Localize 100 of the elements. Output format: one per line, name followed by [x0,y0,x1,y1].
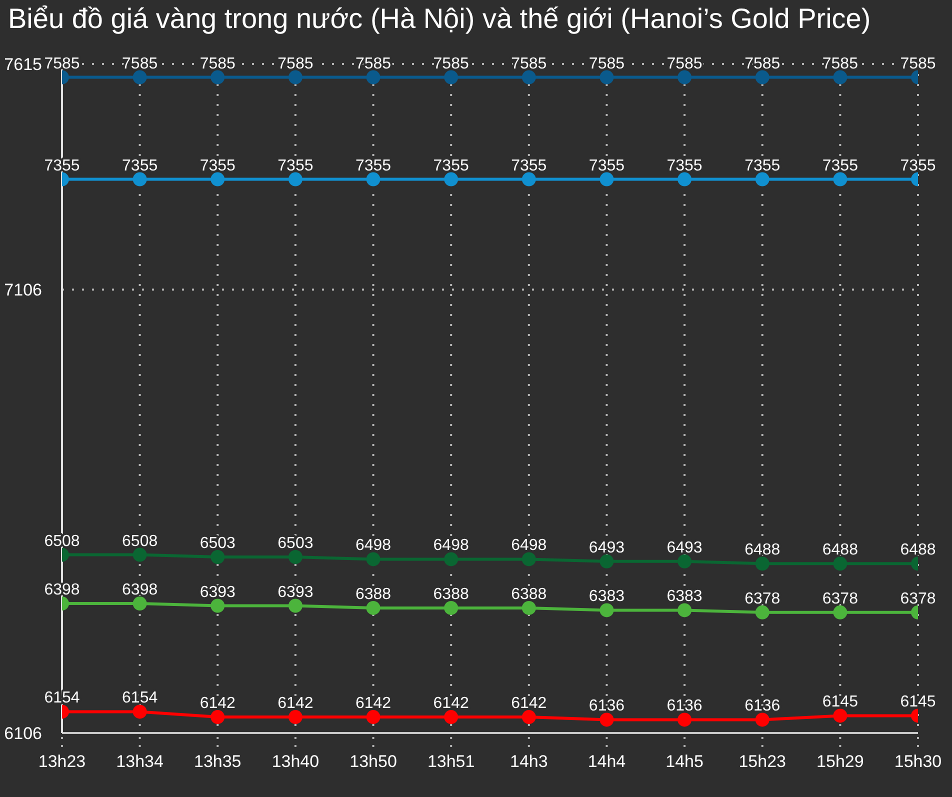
data-label: 6136 [666,698,702,715]
data-label: 7585 [900,55,936,72]
data-label: 6383 [666,588,702,606]
point [522,70,536,84]
point [678,712,692,727]
point [522,172,536,186]
point [210,172,225,186]
point [366,552,380,566]
point [600,172,614,186]
data-label: 7355 [666,157,702,174]
data-label: 6388 [511,586,547,603]
point [522,600,536,615]
point [366,172,380,186]
x-tick-label: 15h29 [816,752,864,772]
data-label: 7355 [744,157,780,174]
data-label: 7585 [200,55,236,72]
x-tick-label: 15h23 [738,752,786,772]
data-label: 7585 [744,55,780,72]
data-label: 6488 [900,542,936,559]
data-label: 7585 [666,55,702,72]
data-label: 6493 [666,539,702,556]
point [600,554,614,568]
point [678,70,692,84]
data-label: 6388 [355,586,392,603]
data-label: 6136 [588,698,625,715]
x-tick-label: 13h51 [427,752,475,772]
point [210,598,225,613]
x-tick-label: 13h50 [350,752,397,772]
data-label: 6383 [588,588,625,606]
data-label: 6145 [822,694,858,711]
point [678,603,692,618]
y-tick-label: 7615 [4,55,42,74]
data-label: 7585 [433,55,469,72]
y-tick-label: 7106 [4,280,42,300]
data-label: 7585 [822,55,858,72]
point [210,550,225,564]
data-label: 7585 [511,55,547,72]
x-tick-label: 13h23 [38,752,86,772]
data-label: 6388 [433,586,469,603]
point [833,556,848,571]
point [288,70,302,84]
data-label: 6488 [744,542,780,559]
x-tick-label: 14h5 [666,752,704,772]
data-label: 6378 [900,590,936,608]
data-label: 6142 [278,695,314,712]
data-label: 7355 [822,157,858,174]
point [210,710,225,724]
point [132,704,147,719]
data-label: 7355 [200,157,236,174]
x-tick-label: 14h4 [588,752,626,772]
point [755,70,770,84]
data-label: 6498 [355,537,392,554]
point [833,172,848,186]
data-label: 7585 [44,55,80,72]
point [522,552,536,566]
data-label: 7355 [511,157,547,174]
data-label: 7585 [355,55,392,72]
point [210,70,225,84]
data-label: 7585 [588,55,625,72]
point [366,600,380,615]
point [288,710,302,724]
data-label: 6145 [900,694,936,711]
x-tick-label: 13h35 [194,752,242,772]
data-label: 6142 [433,695,469,712]
point [600,712,614,727]
point [755,172,770,186]
point [833,708,848,723]
point [288,550,302,564]
chart-title: Biểu đồ giá vàng trong nước (Hà Nội) và thế giới (Hanoi’s Gold Price) [8,3,871,35]
point [366,70,380,84]
point [366,710,380,724]
data-label: 7355 [355,157,392,174]
data-label: 7355 [900,157,936,174]
data-label: 6142 [355,695,392,712]
x-tick-label: 15h30 [894,752,942,772]
data-label: 7355 [122,157,158,174]
point [132,548,147,562]
y-tick-label: 6106 [4,724,42,744]
point [444,600,458,615]
data-label: 7355 [433,157,469,174]
data-label: 7585 [278,55,314,72]
data-label: 6498 [433,537,469,554]
data-label: 6378 [822,590,858,608]
data-label: 7355 [278,157,314,174]
point [132,70,147,84]
point [755,556,770,571]
data-label: 6398 [122,582,158,599]
point [600,70,614,84]
point [288,172,302,186]
data-label: 6503 [200,534,236,552]
data-label: 6142 [511,695,547,712]
data-label: 6488 [822,542,858,559]
point [678,172,692,186]
x-tick-label: 13h34 [116,752,164,772]
data-label: 6508 [122,532,158,550]
data-label: 6503 [278,534,314,552]
data-label: 7355 [588,157,625,174]
data-label: 6378 [744,590,780,608]
point [444,172,458,186]
point [444,552,458,566]
